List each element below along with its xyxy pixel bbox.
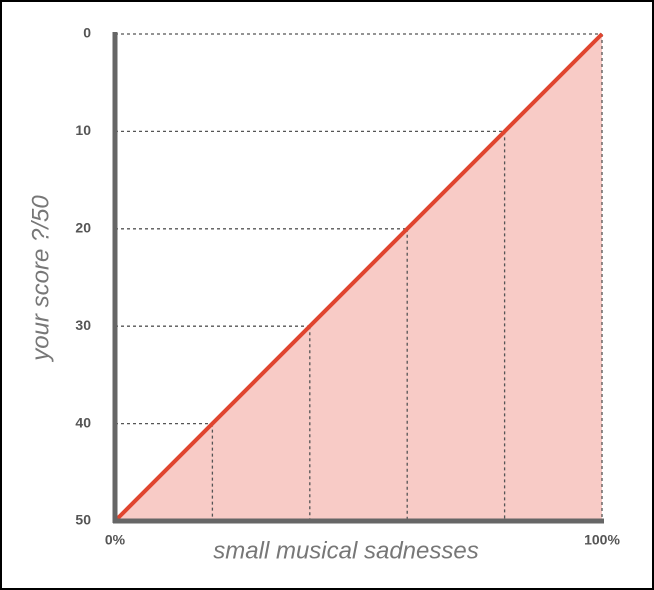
- y-tick-label: 30: [75, 317, 91, 333]
- x-tick-label: 0%: [105, 532, 126, 548]
- x-tick-label: 100%: [584, 532, 620, 548]
- y-tick-label: 10: [75, 122, 91, 138]
- y-tick-label: 40: [75, 414, 91, 430]
- y-axis-label: your score ?/50: [27, 195, 54, 363]
- y-tick-label: 20: [75, 220, 91, 236]
- y-tick-label: 0: [83, 25, 91, 41]
- line: [113, 32, 604, 523]
- plot: 0 10 20 30 40 50 0% 100%: [75, 25, 620, 548]
- y-tick-label: 50: [75, 512, 91, 528]
- x-axis-label: small musical sadnesses: [213, 537, 478, 564]
